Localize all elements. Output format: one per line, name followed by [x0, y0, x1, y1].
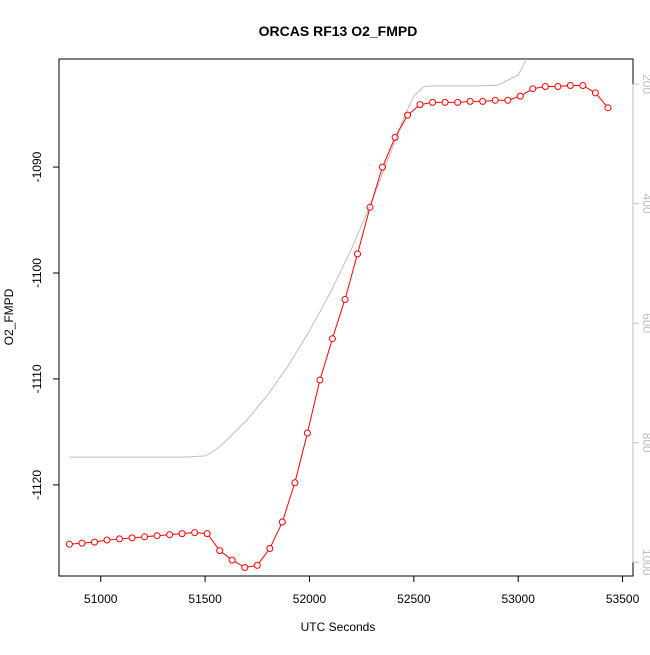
- series-line-secondary: [69, 58, 527, 458]
- data-point: [354, 250, 361, 258]
- data-point: [404, 111, 412, 119]
- data-point: [391, 133, 399, 141]
- data-point: [128, 534, 136, 542]
- y-axis-label: O2_FMPD: [2, 288, 16, 345]
- data-point: [153, 532, 161, 540]
- data-point: [203, 530, 211, 538]
- series-points-primary: [65, 82, 612, 571]
- x-tick-label: 53500: [606, 592, 640, 606]
- x-tick-label: 51500: [188, 592, 222, 606]
- data-point: [266, 545, 274, 552]
- y2-tick-label: 1000: [640, 549, 650, 576]
- data-point: [116, 535, 123, 543]
- series-line-primary: [72, 85, 607, 568]
- y2-tick-label: 400: [640, 194, 650, 214]
- data-point: [341, 296, 349, 303]
- data-point: [441, 98, 449, 106]
- y2-axis: 200 400 600 800 1000: [632, 74, 650, 576]
- x-axis-label: UTC Seconds: [301, 620, 376, 634]
- data-point: [166, 531, 174, 539]
- data-point: [291, 479, 299, 487]
- data-point: [529, 85, 537, 93]
- data-point: [579, 82, 587, 89]
- data-point: [504, 96, 512, 104]
- data-point: [328, 335, 336, 343]
- data-point: [103, 536, 111, 544]
- data-point: [541, 83, 549, 90]
- y-tick-label: -1090: [30, 151, 44, 182]
- data-point: [604, 104, 612, 112]
- plot-frame: [58, 58, 634, 577]
- x-axis: 51000 51500 52000 52500 53000 53500: [84, 575, 640, 606]
- data-point: [78, 539, 86, 547]
- y-tick-label: -1110: [30, 364, 44, 393]
- data-point: [303, 429, 311, 437]
- y2-tick-label: 200: [640, 74, 650, 94]
- data-point: [253, 561, 261, 569]
- data-point: [178, 530, 186, 538]
- y-tick-label: -1120: [30, 470, 44, 500]
- x-tick-label: 51000: [84, 592, 118, 606]
- data-point: [191, 529, 199, 537]
- data-point: [366, 203, 374, 211]
- data-point: [91, 538, 98, 546]
- data-point: [416, 101, 424, 109]
- data-point: [228, 556, 236, 564]
- data-point: [141, 533, 149, 541]
- data-point: [466, 97, 474, 105]
- data-point: [554, 83, 562, 90]
- x-tick-label: 52000: [293, 592, 327, 606]
- y2-tick-label: 600: [640, 313, 650, 333]
- data-point: [278, 518, 286, 526]
- data-point: [65, 540, 73, 548]
- data-point: [241, 564, 249, 571]
- y2-tick-label: 800: [640, 433, 650, 453]
- data-point: [429, 98, 437, 106]
- data-point: [316, 376, 324, 384]
- chart-title: ORCAS RF13 O2_FMPD: [259, 23, 418, 39]
- data-point: [516, 92, 524, 100]
- data-point: [379, 163, 386, 171]
- plot-area: [65, 58, 612, 571]
- x-tick-label: 52500: [397, 592, 431, 606]
- data-point: [216, 547, 224, 555]
- data-point: [591, 89, 599, 97]
- data-point: [454, 98, 462, 106]
- y-tick-label: -1100: [30, 258, 44, 288]
- y-axis: -1120 -1110 -1100 -1090: [30, 151, 60, 500]
- data-point: [491, 96, 499, 104]
- x-tick-label: 53000: [502, 592, 536, 606]
- data-point: [479, 97, 487, 105]
- data-point: [566, 82, 574, 89]
